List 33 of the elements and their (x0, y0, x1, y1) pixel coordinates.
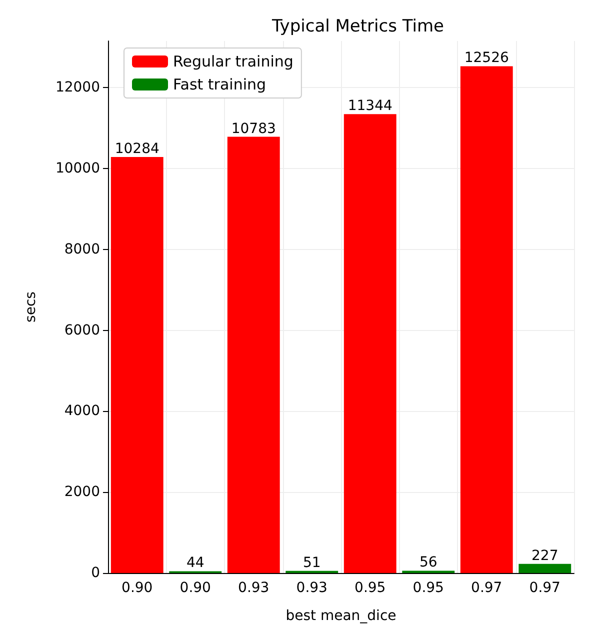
y-tick-label: 4000 (64, 403, 100, 420)
x-axis-title: best mean_dice (286, 608, 396, 624)
data-label: 51 (302, 554, 321, 571)
x-tick-label: 0.90 (122, 580, 153, 596)
x-tick-label: 0.93 (296, 580, 328, 596)
x-tick-label: 0.93 (238, 580, 270, 596)
data-label: 56 (419, 554, 438, 571)
data-label: 10783 (231, 120, 276, 137)
data-label: 10284 (114, 140, 160, 157)
y-axis-title: secs (23, 292, 39, 322)
data-label: 227 (532, 548, 558, 564)
data-label: 12526 (464, 50, 509, 66)
y-tick-label: 6000 (64, 322, 100, 338)
x-tick-label: 0.97 (529, 580, 560, 596)
bar (460, 66, 513, 573)
bar (110, 156, 164, 573)
x-tick-label: 0.97 (471, 580, 502, 596)
y-tick-label: 0 (91, 565, 100, 581)
x-tick-label: 0.90 (180, 580, 211, 596)
chart-title: Typical Metrics Time (271, 16, 444, 36)
x-tick-label: 0.95 (412, 580, 444, 596)
y-tick-label: 8000 (64, 241, 100, 258)
data-label: 11344 (348, 98, 392, 114)
y-tick-label: 10000 (55, 160, 100, 176)
bar (344, 114, 396, 573)
y-tick-label: 2000 (64, 484, 100, 500)
legend-label: Regular training (173, 52, 294, 70)
bar (518, 564, 572, 573)
x-tick-label: 0.95 (354, 580, 386, 596)
data-label: 44 (186, 555, 204, 572)
legend-label: Fast training (173, 76, 266, 94)
bar (227, 136, 280, 573)
y-tick-label: 12000 (55, 80, 100, 96)
